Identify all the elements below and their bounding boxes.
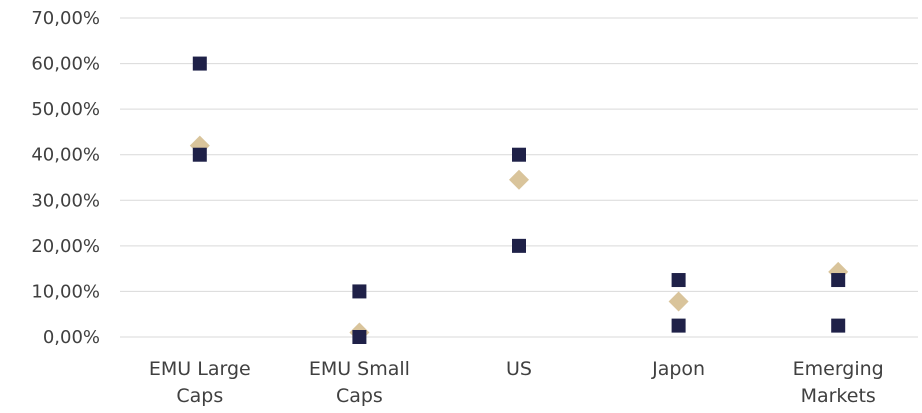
y-tick-label: 40,00% [31,145,100,166]
x-category-label: Japon [651,358,705,380]
square-marker [671,273,686,288]
x-category-label: Emerging Markets [793,358,884,407]
y-tick-label: 70,00% [31,8,100,29]
x-category-label: EMU Small Caps [309,358,410,407]
y-tick-label: 50,00% [31,99,100,120]
square-marker [192,147,207,162]
data-points [189,56,849,344]
diamond-marker [509,169,529,190]
square-marker [512,238,526,253]
square-marker [352,284,367,299]
diamond-marker [668,291,689,312]
x-category-label: US [506,358,532,380]
square-marker [192,56,207,71]
y-tick-label: 20,00% [31,236,100,257]
square-marker [512,147,526,162]
x-axis-category-labels: EMU Large Caps EMU Small Caps US Japon Emergin… [149,358,884,407]
y-tick-label: 30,00% [31,190,100,211]
y-tick-label: 60,00% [31,54,100,75]
y-axis-tick-labels: 0,00% 10,00% 20,00% 30,00% 40,00% 50,00% 60,00… [31,8,100,348]
square-marker [671,318,686,333]
x-category-label: EMU Large Caps [149,358,251,407]
y-tick-label: 0,00% [43,327,100,348]
square-marker [831,318,846,333]
square-marker [352,330,367,344]
square-marker [831,273,846,288]
y-tick-label: 10,00% [31,281,100,302]
